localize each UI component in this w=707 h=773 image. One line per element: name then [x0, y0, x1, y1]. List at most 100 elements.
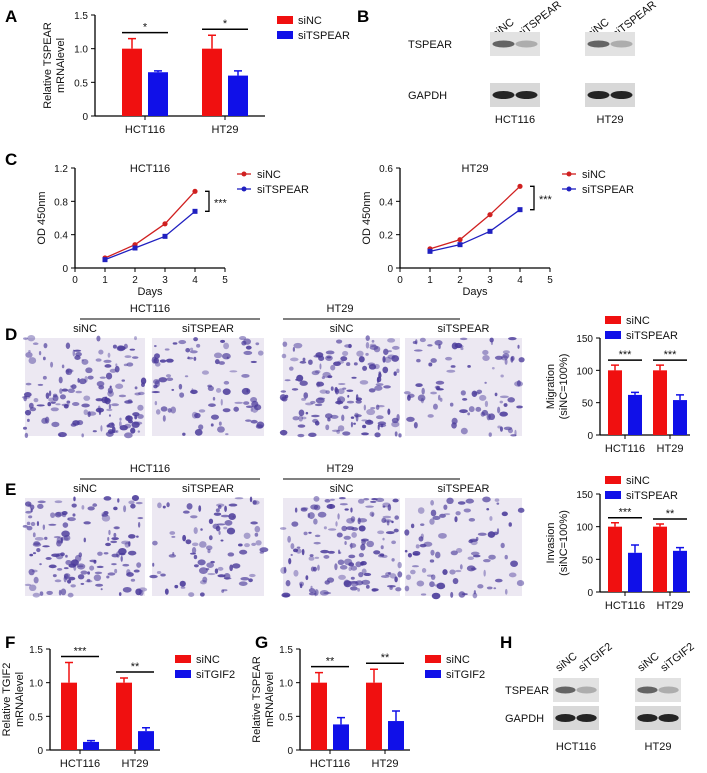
- stained-cell: [503, 403, 508, 407]
- stained-cell: [198, 409, 206, 413]
- stained-cell: [375, 383, 384, 386]
- stained-cell: [393, 371, 397, 376]
- stained-cell: [338, 497, 346, 500]
- stained-cell: [483, 559, 491, 563]
- stained-cell: [100, 588, 103, 591]
- y-tick-label: 100: [576, 523, 593, 534]
- stained-cell: [357, 498, 365, 504]
- stained-cell: [100, 425, 103, 432]
- stained-cell: [169, 531, 176, 535]
- stained-cell: [201, 370, 209, 375]
- stained-cell: [358, 518, 368, 523]
- stained-cell: [178, 340, 187, 345]
- stained-cell: [346, 400, 355, 404]
- stained-cell: [299, 360, 307, 364]
- stained-cell: [467, 364, 471, 368]
- stained-cell: [318, 397, 326, 400]
- y-tick-label: 150: [576, 490, 593, 501]
- blot-band: [658, 686, 679, 694]
- stained-cell: [308, 432, 317, 438]
- stained-cell: [232, 563, 241, 569]
- stained-cell: [370, 407, 376, 410]
- stained-cell: [105, 431, 114, 437]
- condition-label: siTSPEAR: [438, 323, 490, 335]
- stained-cell: [182, 534, 187, 542]
- stained-cell: [290, 553, 293, 557]
- stained-cell: [27, 418, 30, 422]
- stained-cell: [358, 571, 364, 578]
- bar-siNC-HCT116: [608, 370, 622, 435]
- stained-cell: [98, 349, 104, 355]
- stained-cell: [407, 393, 415, 398]
- bar-siTGIF2-HCT116: [83, 741, 99, 750]
- stained-cell: [65, 368, 73, 376]
- series-line-siNC: [429, 185, 521, 250]
- stained-cell: [58, 434, 62, 437]
- stained-cell: [111, 426, 116, 434]
- legend-label: siTSPEAR: [257, 184, 309, 196]
- stained-cell: [151, 391, 161, 394]
- stained-cell: [133, 569, 140, 573]
- stained-cell: [446, 497, 454, 505]
- stained-cell: [80, 582, 85, 585]
- stained-cell: [406, 416, 415, 422]
- stained-cell: [404, 529, 410, 536]
- stained-cell: [508, 522, 512, 527]
- stained-cell: [378, 372, 382, 379]
- stained-cell: [309, 554, 314, 557]
- stained-cell: [27, 334, 36, 342]
- x-tick-label: HCT116: [605, 443, 645, 455]
- stained-cell: [67, 579, 72, 584]
- stained-cell: [358, 552, 365, 558]
- stained-cell: [37, 503, 44, 509]
- y-tick-label: 0.2: [379, 231, 393, 242]
- stained-cell: [382, 537, 385, 541]
- stained-cell: [302, 357, 306, 362]
- stained-cell: [313, 504, 321, 511]
- stained-cell: [337, 388, 345, 395]
- stained-cell: [467, 412, 471, 416]
- y-tick-label: 0: [587, 588, 593, 599]
- y-tick-label: 0.5: [29, 712, 43, 723]
- stained-cell: [115, 430, 119, 433]
- stained-cell: [362, 424, 367, 429]
- stained-cell: [324, 580, 330, 585]
- panel-label: F: [5, 633, 15, 652]
- stained-cell: [202, 576, 208, 583]
- stained-cell: [361, 579, 371, 585]
- stained-cell: [124, 423, 132, 429]
- stained-cell: [413, 421, 418, 429]
- stained-cell: [493, 587, 497, 590]
- stained-cell: [229, 370, 238, 373]
- stained-cell: [208, 535, 213, 541]
- stained-cell: [482, 496, 491, 503]
- stained-cell: [314, 556, 320, 559]
- stained-cell: [388, 571, 392, 575]
- stained-cell: [451, 422, 457, 429]
- significance-label: ***: [619, 507, 633, 519]
- stained-cell: [250, 397, 258, 403]
- legend-label: siTSPEAR: [582, 184, 634, 196]
- stained-cell: [99, 376, 107, 379]
- y-tick-label: 0.5: [279, 712, 293, 723]
- stained-cell: [376, 376, 380, 384]
- y-tick-label: 0: [387, 264, 393, 275]
- stained-cell: [337, 559, 345, 566]
- legend-swatch: [175, 655, 191, 663]
- stained-cell: [36, 404, 45, 407]
- stained-cell: [504, 554, 508, 560]
- stained-cell: [158, 377, 168, 383]
- stained-cell: [281, 353, 287, 359]
- data-point: [487, 228, 493, 234]
- stained-cell: [362, 365, 368, 371]
- stained-cell: [81, 505, 85, 510]
- stained-cell: [412, 341, 418, 344]
- stained-cell: [280, 390, 287, 393]
- legend-swatch: [605, 316, 621, 324]
- stained-cell: [293, 569, 299, 577]
- stained-cell: [217, 566, 224, 571]
- stained-cell: [67, 388, 75, 394]
- stained-cell: [439, 397, 443, 402]
- stained-cell: [336, 429, 341, 434]
- stained-cell: [395, 587, 402, 592]
